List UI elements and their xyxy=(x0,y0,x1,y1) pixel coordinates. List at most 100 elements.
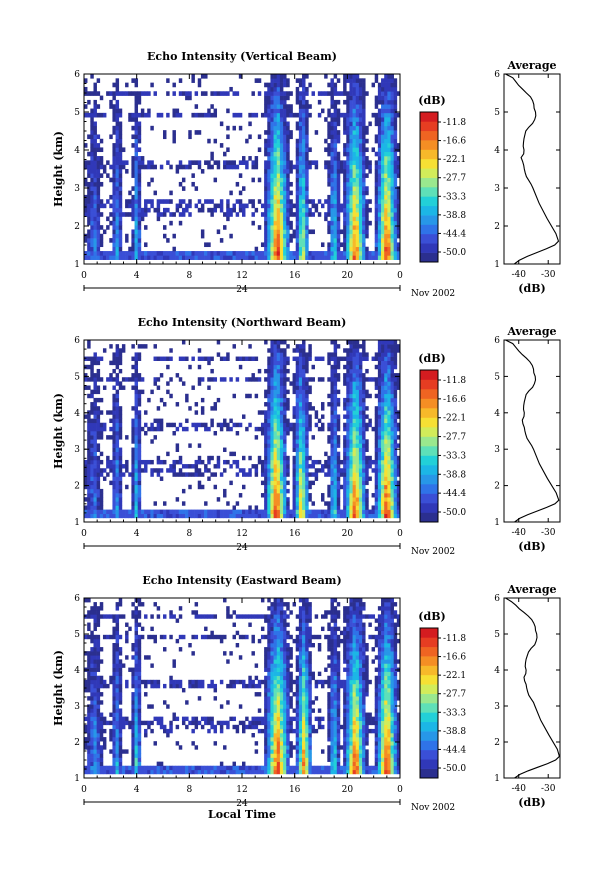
heatmap-cell xyxy=(305,194,309,200)
heatmap-cell xyxy=(242,186,246,191)
heatmap-cell xyxy=(355,509,360,515)
heatmap-cell xyxy=(377,134,382,140)
heatmap-cell xyxy=(270,348,274,353)
heatmap-cell xyxy=(109,194,113,200)
heatmap-cell xyxy=(302,439,306,444)
heatmap-cell xyxy=(273,422,278,428)
heatmap-cell xyxy=(358,82,363,88)
heatmap-cell xyxy=(267,173,271,178)
heatmap-cell xyxy=(358,472,363,477)
heatmap-cell xyxy=(352,255,357,260)
heatmap-cell xyxy=(305,169,309,174)
heatmap-cell xyxy=(276,505,281,510)
heatmap-cell xyxy=(93,655,97,660)
heatmap-cell xyxy=(339,459,344,465)
heatmap-cell xyxy=(197,480,202,486)
heatmap-cell xyxy=(276,225,281,230)
heatmap-cell xyxy=(96,194,101,200)
heatmap-cell xyxy=(131,426,135,432)
heatmap-cell xyxy=(140,389,145,395)
heatmap-cell xyxy=(305,389,309,395)
heatmap-cell xyxy=(283,356,287,361)
heatmap-cell xyxy=(118,493,123,498)
heatmap-cell xyxy=(93,634,97,640)
heatmap-cell xyxy=(365,505,369,510)
heatmap-cell xyxy=(106,634,110,640)
heatmap-cell xyxy=(90,251,94,256)
heatmap-cell xyxy=(396,225,401,230)
heatmap-cell xyxy=(90,368,94,374)
heatmap-cell xyxy=(286,422,290,428)
heatmap-cell xyxy=(223,468,227,473)
heatmap-cell xyxy=(292,505,297,510)
heatmap-cell xyxy=(93,647,97,652)
heatmap-cell xyxy=(311,406,315,411)
heatmap-cell xyxy=(387,104,391,109)
heatmap-cell xyxy=(336,177,341,183)
heatmap-cell xyxy=(96,220,101,226)
heatmap-cell xyxy=(283,190,287,196)
heatmap-cell xyxy=(134,246,139,252)
heatmap-cell xyxy=(286,246,290,252)
heatmap-cell xyxy=(242,207,246,213)
heatmap-cell xyxy=(251,464,255,469)
heatmap-cell xyxy=(137,435,142,440)
heatmap-cell xyxy=(87,509,91,515)
heatmap-cell xyxy=(390,426,394,432)
heatmap-cell xyxy=(276,410,281,415)
heatmap-cell xyxy=(93,164,97,170)
heatmap-cell xyxy=(223,418,227,424)
heatmap-cell xyxy=(134,443,139,448)
heatmap-cell xyxy=(194,251,199,256)
heatmap-cell xyxy=(90,451,94,457)
heatmap-cell xyxy=(358,225,363,230)
heatmap-cell xyxy=(295,480,300,486)
heatmap-cell xyxy=(343,464,347,469)
heatmap-cell xyxy=(286,377,290,382)
heatmap-cell xyxy=(270,160,274,165)
heatmap-cell xyxy=(349,91,353,96)
heatmap-cell xyxy=(346,418,350,424)
heatmap-cell xyxy=(270,439,274,444)
heatmap-cell xyxy=(349,160,353,165)
heatmap-cell xyxy=(260,255,265,260)
heatmap-cell xyxy=(393,143,398,148)
heatmap-cell xyxy=(324,509,328,515)
heatmap-cell xyxy=(96,422,101,428)
heatmap-cell xyxy=(147,112,151,118)
heatmap-cell xyxy=(336,426,341,432)
heatmap-cell xyxy=(390,112,394,118)
heatmap-cell xyxy=(159,255,164,260)
heatmap-cell xyxy=(115,86,120,92)
heatmap-cell xyxy=(381,186,385,191)
heatmap-cell xyxy=(336,238,341,243)
heatmap-cell xyxy=(352,459,357,465)
heatmap-cell xyxy=(286,238,290,243)
heatmap-cell xyxy=(305,435,309,440)
heatmap-cell xyxy=(90,156,94,161)
heatmap-cell xyxy=(396,422,401,428)
heatmap-cell xyxy=(115,671,120,677)
heatmap-cell xyxy=(194,464,199,469)
heatmap-cell xyxy=(295,373,300,378)
heatmap-cell xyxy=(346,164,350,170)
heatmap-cell xyxy=(377,203,382,209)
heatmap-cell xyxy=(358,194,363,200)
heatmap-cell xyxy=(333,468,338,473)
heatmap-cell xyxy=(387,112,391,118)
heatmap-cell xyxy=(283,422,287,428)
heatmap-cell xyxy=(93,233,97,239)
heatmap-cell xyxy=(355,238,360,243)
heatmap-cell xyxy=(283,484,287,490)
heatmap-cell xyxy=(137,199,142,204)
heatmap-cell xyxy=(273,397,278,403)
heatmap-cell xyxy=(358,181,363,187)
heatmap-cell xyxy=(333,455,338,461)
heatmap-cell xyxy=(283,229,287,235)
heatmap-cell xyxy=(336,194,341,200)
heatmap-cell xyxy=(305,143,309,148)
heatmap-cell xyxy=(276,78,281,83)
heatmap-cell xyxy=(308,493,312,498)
heatmap-cell xyxy=(115,614,120,619)
heatmap-cell xyxy=(216,160,221,165)
